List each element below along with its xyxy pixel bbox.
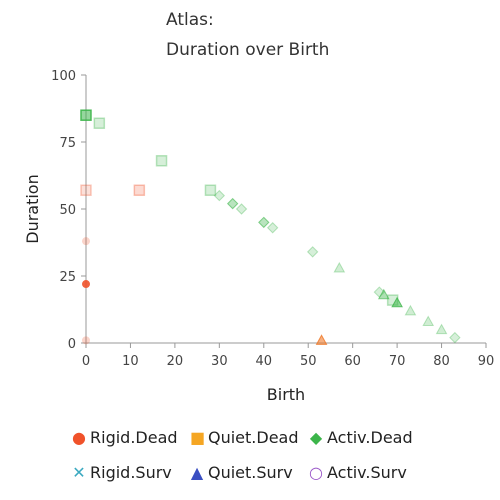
legend-label: Rigid.Surv (90, 463, 172, 482)
data-point-triangle (391, 296, 403, 308)
x-tick-label: 90 (478, 354, 495, 369)
data-point-triangle (422, 315, 435, 327)
x-tick-label: 20 (167, 354, 184, 369)
y-tick-label: 100 (51, 69, 76, 84)
data-point-diamond (266, 222, 279, 234)
data-point-diamond (449, 331, 461, 344)
legend-label: Activ.Dead (327, 428, 413, 447)
data-point-square (93, 117, 106, 129)
y-tick-label: 0 (68, 337, 76, 352)
chart-title-line1: Atlas: (166, 10, 214, 30)
data-point-diamond (226, 197, 239, 210)
x-axis-label: Birth (267, 385, 305, 404)
legend-item-rigid-surv[interactable]: ✕ Rigid.Surv (72, 463, 172, 482)
x-tick-label: 80 (433, 354, 450, 369)
circle-icon: ● (72, 428, 86, 447)
data-point-circle (82, 280, 90, 289)
legend-label: Quiet.Dead (208, 428, 299, 447)
data-point-diamond (213, 189, 226, 202)
data-point-square (80, 109, 92, 121)
triangle-icon: ▲ (190, 463, 204, 482)
data-point-circle (82, 237, 90, 246)
legend-item-activ-dead[interactable]: ◆ Activ.Dead (309, 428, 413, 447)
legend-item-quiet-dead[interactable]: ■ Quiet.Dead (190, 428, 299, 447)
data-point-square (155, 155, 168, 167)
x-tick-label: 30 (211, 354, 228, 369)
x-tick-label: 0 (82, 354, 90, 369)
x-tick-label: 60 (344, 354, 361, 369)
data-point-triangle (333, 261, 346, 273)
x-tick-label: 70 (389, 354, 406, 369)
data-point-triangle (404, 304, 417, 316)
data-point-square (204, 184, 217, 196)
data-point-diamond (306, 246, 319, 258)
data-point-triangle (315, 334, 328, 345)
data-point-circle (82, 336, 90, 345)
legend-label: Rigid.Dead (90, 428, 178, 447)
circle-open-icon: ○ (309, 463, 323, 482)
data-point-square (80, 184, 92, 196)
legend-item-rigid-dead[interactable]: ● Rigid.Dead (72, 428, 178, 447)
legend-label: Activ.Surv (327, 463, 407, 482)
x-icon: ✕ (72, 463, 86, 482)
x-tick-label: 50 (300, 354, 317, 369)
y-tick-label: 75 (59, 136, 76, 151)
data-point-diamond (258, 216, 270, 229)
x-tick-label: 10 (122, 354, 139, 369)
chart-title-line2: Duration over Birth (166, 40, 330, 60)
legend-item-activ-surv[interactable]: ○ Activ.Surv (309, 463, 407, 482)
data-point-diamond (235, 203, 248, 215)
legend-label: Quiet.Surv (208, 463, 293, 482)
x-tick-label: 40 (256, 354, 273, 369)
y-tick-label: 25 (59, 270, 76, 285)
y-axis-label: Duration (23, 174, 42, 244)
legend-item-quiet-surv[interactable]: ▲ Quiet.Surv (190, 463, 293, 482)
data-point-square (133, 184, 146, 196)
data-point-triangle (435, 323, 448, 335)
square-icon: ■ (190, 428, 206, 447)
diamond-icon: ◆ (309, 428, 323, 447)
data-point-triangle (377, 288, 390, 300)
y-tick-label: 50 (59, 203, 76, 218)
